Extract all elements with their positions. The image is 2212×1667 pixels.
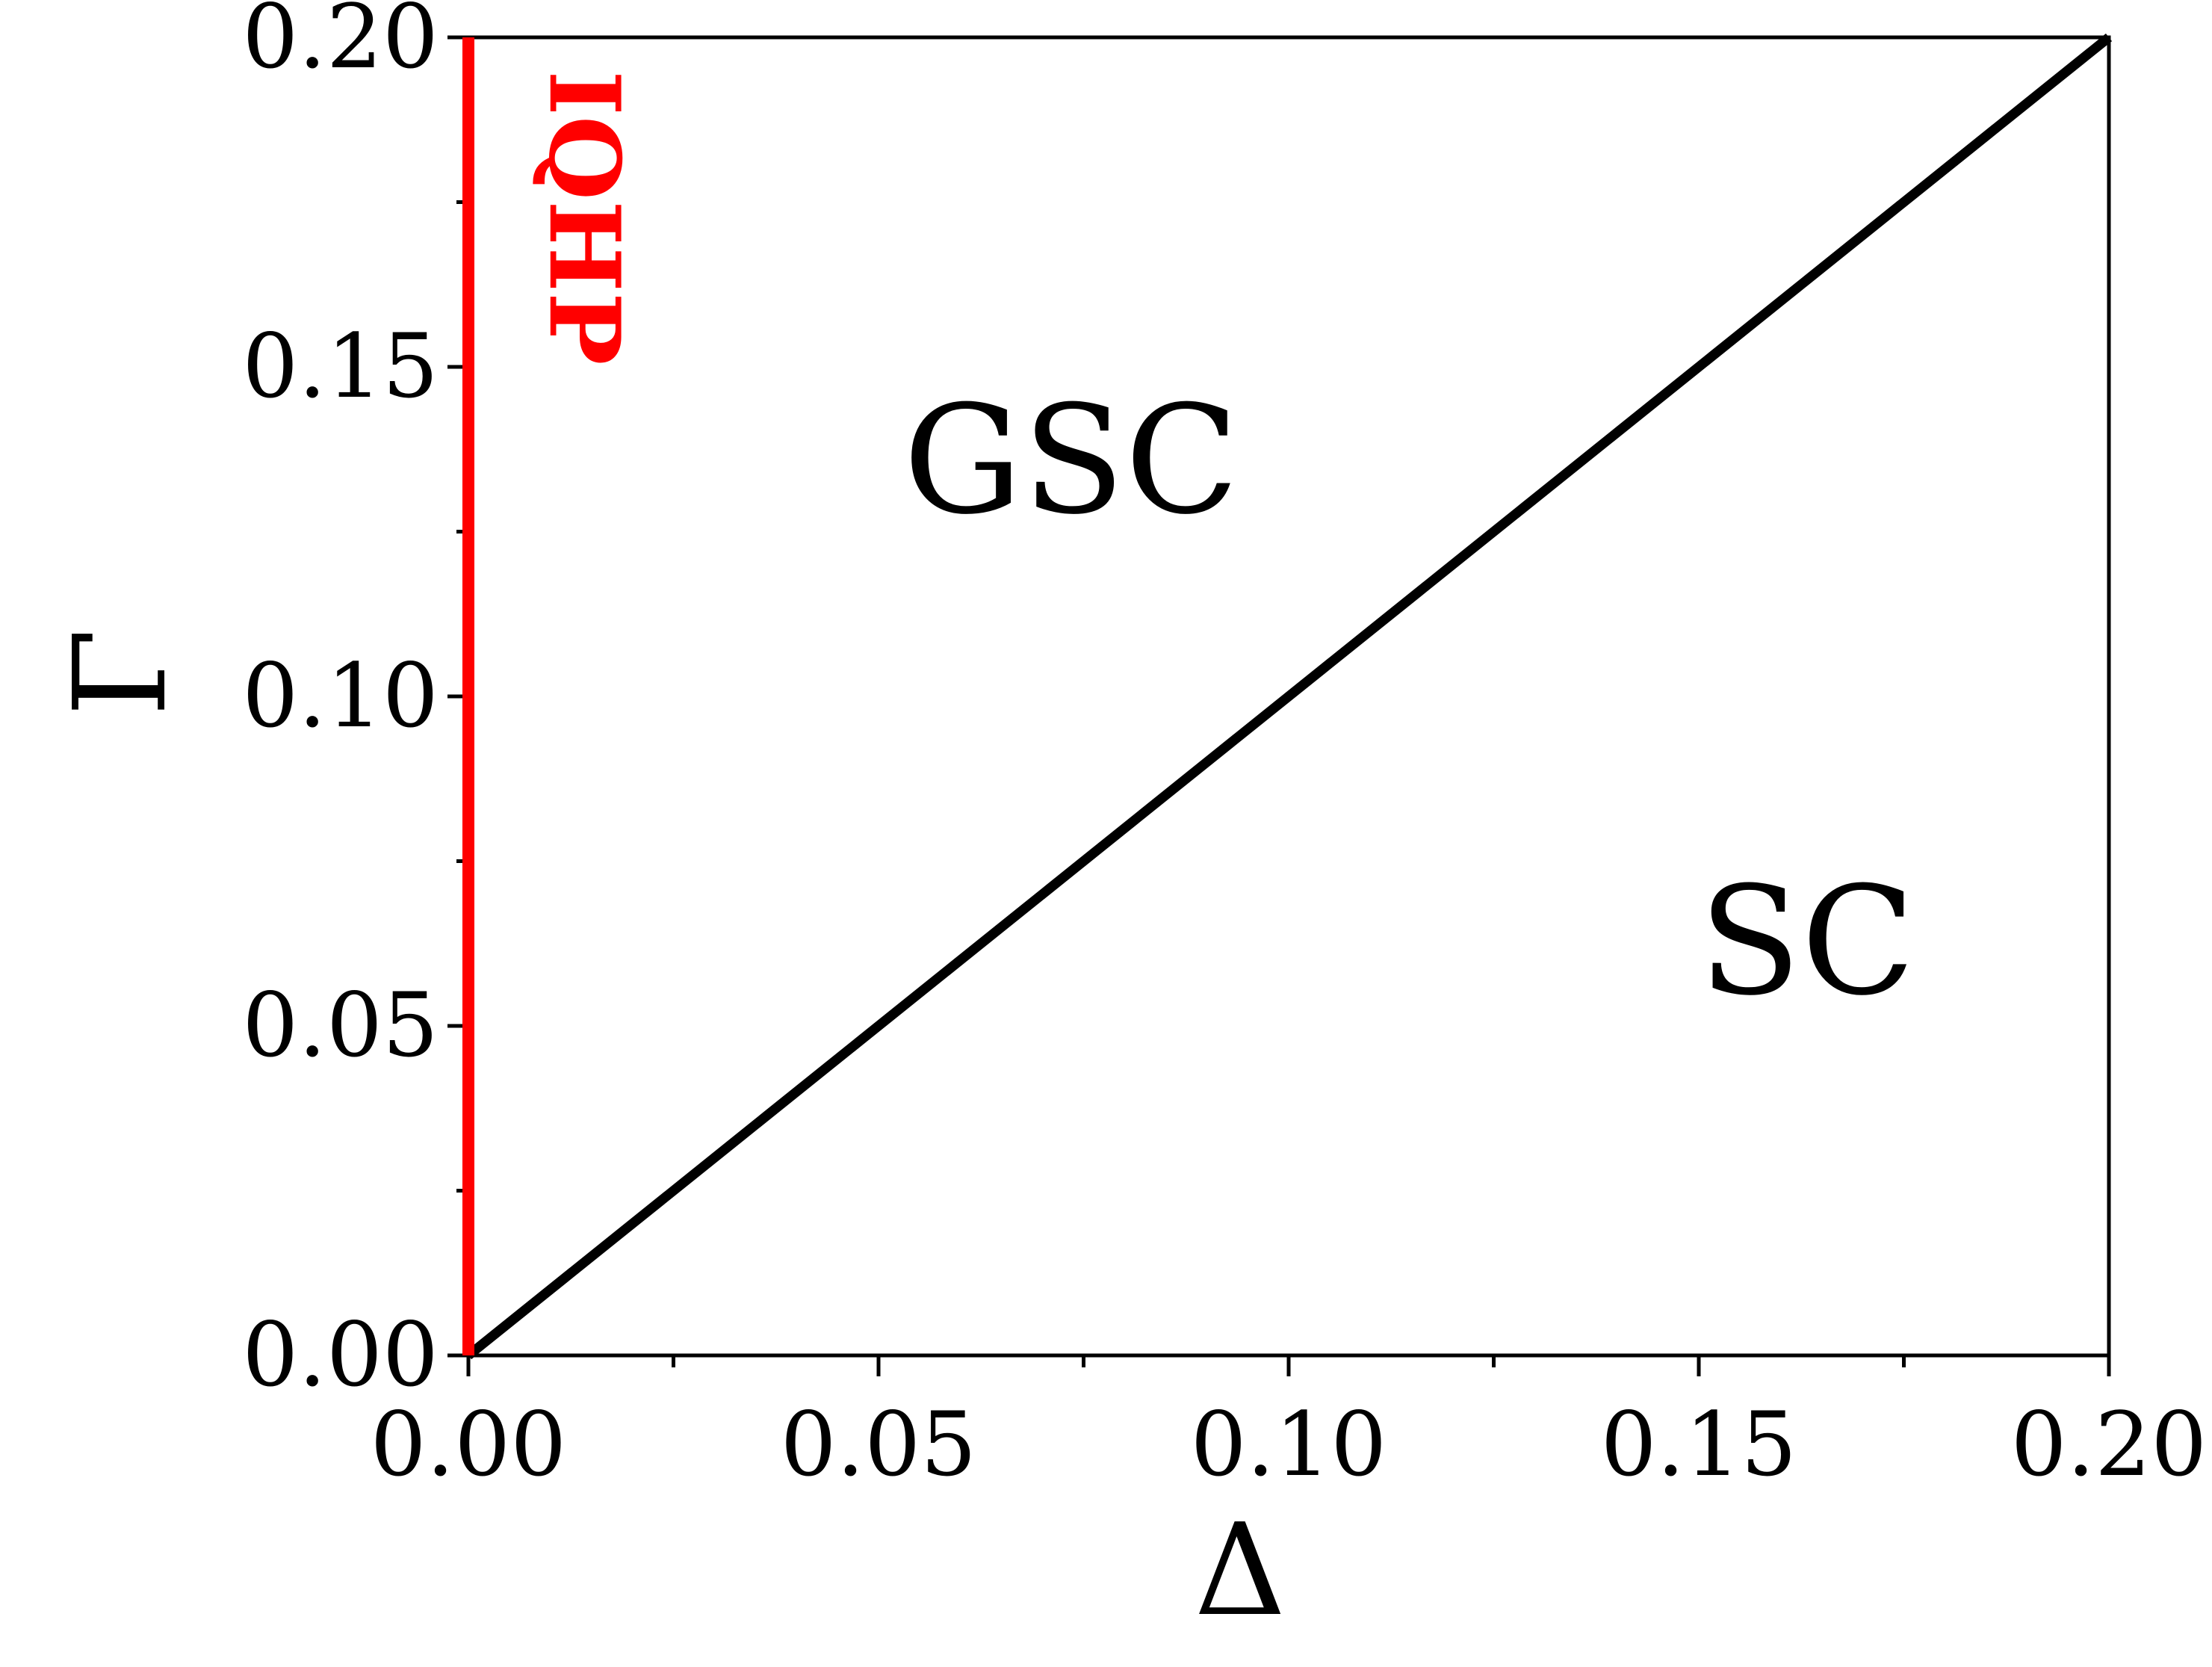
- y-tick-label-4: 0.20: [242, 0, 439, 88]
- annotations: GSC SC IQHP: [527, 70, 1915, 1029]
- x-tick-label-1: 0.05: [781, 1393, 977, 1496]
- region-label-gsc: GSC: [903, 374, 1239, 548]
- iqhp-label: IQHP: [527, 70, 642, 365]
- x-tick-labels: 0.00 0.05 0.10 0.15 0.20: [371, 1393, 2208, 1496]
- x-axis-title: Δ: [1195, 1497, 1286, 1645]
- x-tick-label-2: 0.10: [1191, 1393, 1387, 1496]
- gsc-sc-boundary-line: [465, 33, 2113, 1360]
- x-tick-label-4: 0.20: [2011, 1393, 2208, 1496]
- y-tick-label-2: 0.10: [242, 644, 439, 747]
- x-tick-label-3: 0.15: [1601, 1393, 1797, 1496]
- y-axis-title: Γ: [47, 628, 195, 717]
- y-tick-label-0: 0.00: [242, 1303, 439, 1406]
- y-tick-labels: 0.00 0.05 0.10 0.15 0.20: [242, 0, 439, 1406]
- y-tick-label-3: 0.15: [242, 315, 439, 418]
- region-label-sc: SC: [1699, 855, 1915, 1029]
- series-group: [462, 33, 2113, 1360]
- x-tick-label-0: 0.00: [371, 1393, 567, 1496]
- y-tick-label-1: 0.05: [242, 974, 439, 1077]
